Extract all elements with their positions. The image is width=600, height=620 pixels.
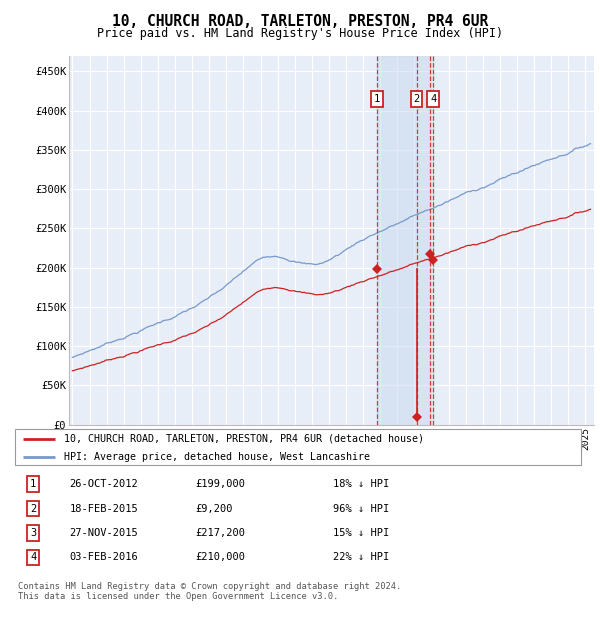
Text: 18% ↓ HPI: 18% ↓ HPI xyxy=(333,479,389,489)
Text: Price paid vs. HM Land Registry's House Price Index (HPI): Price paid vs. HM Land Registry's House … xyxy=(97,27,503,40)
Text: Contains HM Land Registry data © Crown copyright and database right 2024.
This d: Contains HM Land Registry data © Crown c… xyxy=(18,582,401,601)
Text: 03-FEB-2016: 03-FEB-2016 xyxy=(70,552,138,562)
Text: 96% ↓ HPI: 96% ↓ HPI xyxy=(333,503,389,513)
Text: 3: 3 xyxy=(30,528,37,538)
Text: 4: 4 xyxy=(30,552,37,562)
Text: £217,200: £217,200 xyxy=(196,528,245,538)
Text: 10, CHURCH ROAD, TARLETON, PRESTON, PR4 6UR: 10, CHURCH ROAD, TARLETON, PRESTON, PR4 … xyxy=(112,14,488,29)
Text: 1: 1 xyxy=(374,94,380,104)
Text: 18-FEB-2015: 18-FEB-2015 xyxy=(70,503,138,513)
FancyBboxPatch shape xyxy=(15,429,581,465)
Text: 27-NOV-2015: 27-NOV-2015 xyxy=(70,528,138,538)
Text: 4: 4 xyxy=(430,94,436,104)
Text: £199,000: £199,000 xyxy=(196,479,245,489)
Text: HPI: Average price, detached house, West Lancashire: HPI: Average price, detached house, West… xyxy=(64,451,370,462)
Text: 26-OCT-2012: 26-OCT-2012 xyxy=(70,479,138,489)
Text: £9,200: £9,200 xyxy=(196,503,233,513)
Text: 2: 2 xyxy=(413,94,420,104)
Bar xyxy=(377,56,433,425)
Text: 22% ↓ HPI: 22% ↓ HPI xyxy=(333,552,389,562)
Text: £210,000: £210,000 xyxy=(196,552,245,562)
Text: 2: 2 xyxy=(30,503,37,513)
Text: 15% ↓ HPI: 15% ↓ HPI xyxy=(333,528,389,538)
Text: 1: 1 xyxy=(30,479,37,489)
Text: 10, CHURCH ROAD, TARLETON, PRESTON, PR4 6UR (detached house): 10, CHURCH ROAD, TARLETON, PRESTON, PR4 … xyxy=(64,433,424,443)
